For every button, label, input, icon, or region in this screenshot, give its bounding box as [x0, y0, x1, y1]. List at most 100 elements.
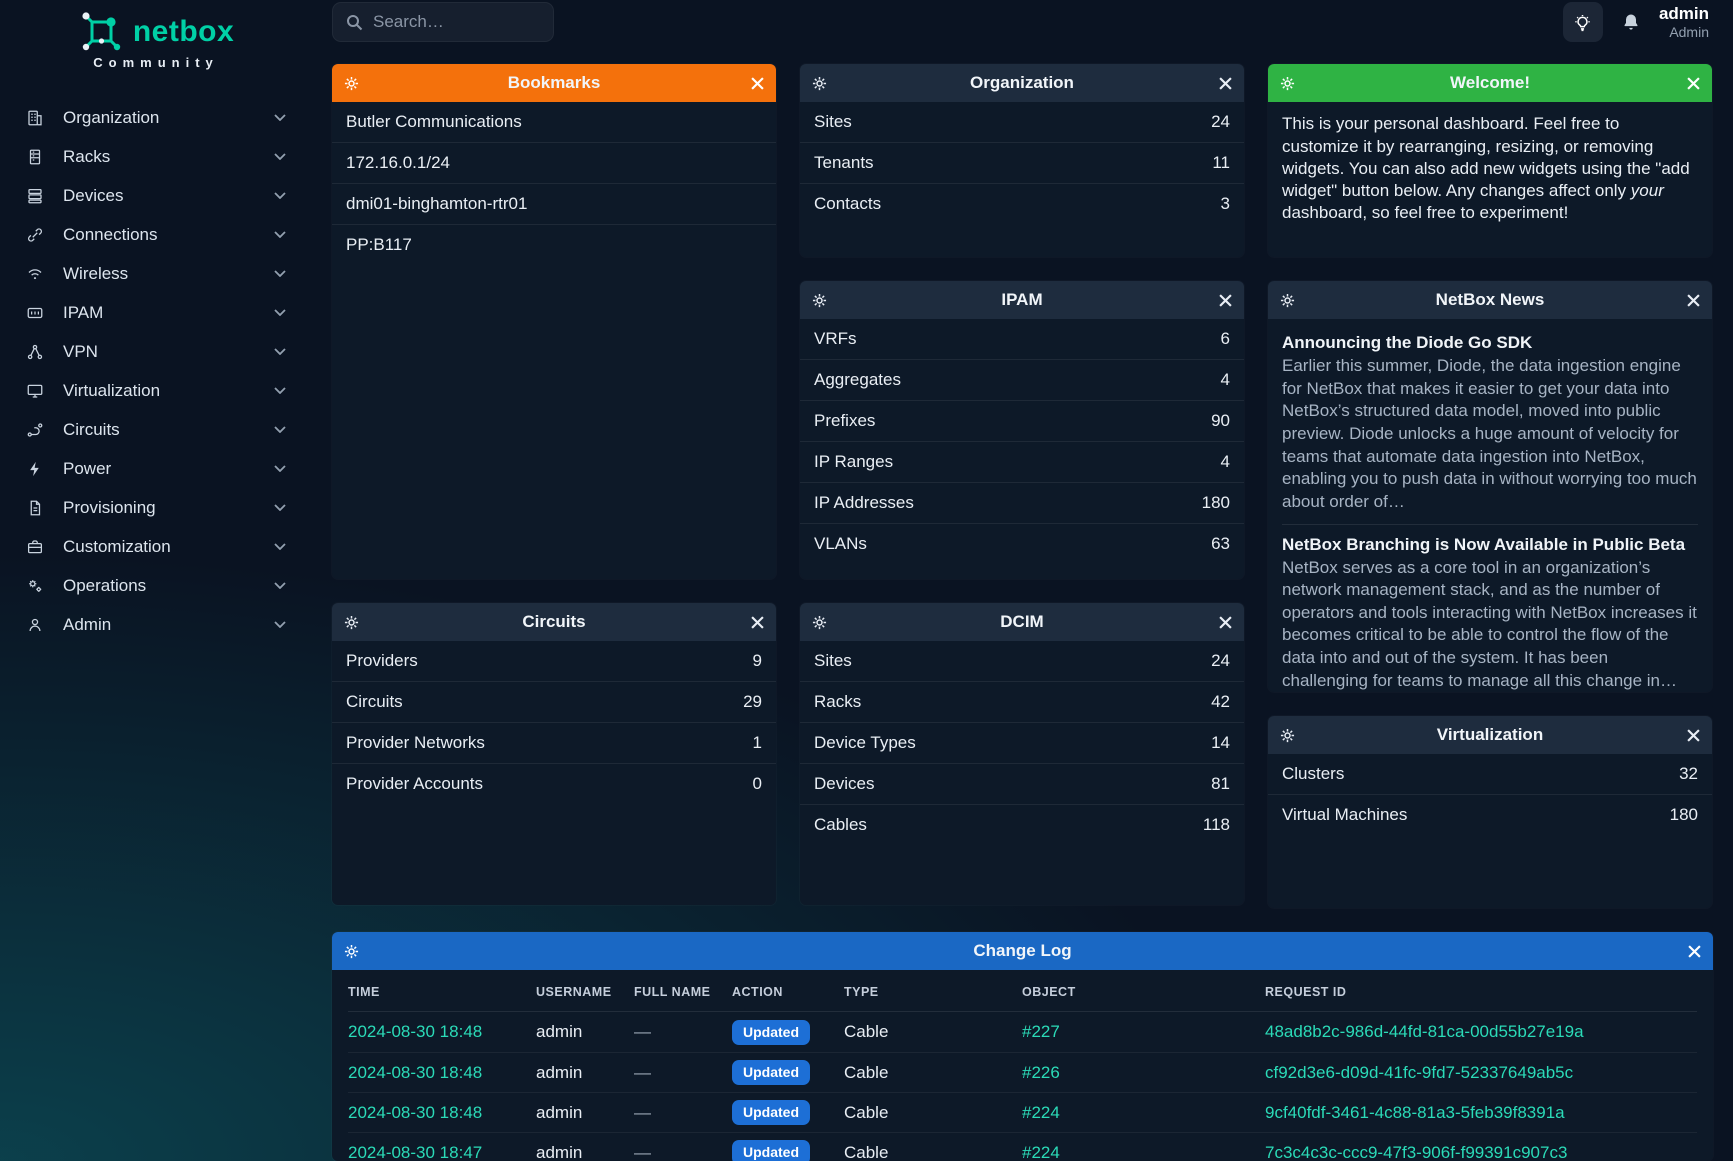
- stat-row[interactable]: Provider Networks 1: [332, 722, 776, 763]
- widget-virtualization-header: Virtualization: [1268, 716, 1712, 755]
- widget-config-gear-icon[interactable]: [812, 76, 827, 91]
- sidebar-item-virtualization[interactable]: Virtualization: [20, 371, 292, 410]
- widget-config-gear-icon[interactable]: [344, 76, 359, 91]
- change-request-id-link[interactable]: cf92d3e6-d09d-41fc-9fd7-52337649ab5c: [1265, 1062, 1574, 1082]
- widget-change-log: Change Log TIME USERNAME FULL NAME ACTIO…: [332, 932, 1713, 1161]
- chevron-down-icon: [274, 504, 286, 511]
- brand-subtitle: Community: [93, 55, 219, 70]
- sidebar-item-connections[interactable]: Connections: [20, 215, 292, 254]
- stat-row[interactable]: Tenants 11: [800, 142, 1244, 183]
- column-header: OBJECT: [1022, 985, 1076, 1000]
- change-fullname: —: [634, 1022, 651, 1042]
- updated-badge: Updated: [732, 1060, 810, 1086]
- bookmark-link[interactable]: Butler Communications: [346, 112, 522, 132]
- chevron-down-icon: [274, 387, 286, 394]
- search-box[interactable]: [332, 2, 554, 43]
- ipam-stats: VRFs 6 Aggregates 4 Prefixes 90 IP Ranges 4 …: [800, 319, 1244, 564]
- sidebar-item-organization[interactable]: Organization: [20, 98, 292, 137]
- widget-close-icon[interactable]: [1687, 729, 1700, 742]
- stat-row[interactable]: IP Ranges 4: [800, 441, 1244, 482]
- theme-toggle-button[interactable]: [1562, 2, 1603, 43]
- bookmark-link[interactable]: 172.16.0.1/24: [332, 142, 776, 183]
- change-time-link[interactable]: 2024-08-30 18:48: [348, 1022, 483, 1042]
- monitor-icon: [26, 382, 46, 400]
- stat-row[interactable]: Racks 42: [800, 681, 1244, 722]
- sidebar-item-ipam[interactable]: IPAM: [20, 293, 292, 332]
- widget-config-gear-icon[interactable]: [344, 944, 359, 959]
- stat-row[interactable]: Contacts 3: [800, 183, 1244, 224]
- stat-row[interactable]: Devices 81: [800, 763, 1244, 804]
- bookmark-link[interactable]: dmi01-binghamton-rtr01: [332, 183, 776, 224]
- sidebar-item-devices[interactable]: Devices: [20, 176, 292, 215]
- topbar-right: admin Admin: [1562, 2, 1709, 43]
- sidebar-item-vpn[interactable]: VPN: [20, 332, 292, 371]
- sidebar-item-provisioning[interactable]: Provisioning: [20, 488, 292, 527]
- sidebar-item-admin[interactable]: Admin: [20, 605, 292, 644]
- widget-close-icon[interactable]: [1219, 294, 1232, 307]
- widget-close-icon[interactable]: [1219, 616, 1232, 629]
- change-fullname: —: [634, 1142, 651, 1161]
- widget-close-icon[interactable]: [1219, 77, 1232, 90]
- stat-row[interactable]: Providers 9: [346, 651, 762, 671]
- user-menu[interactable]: admin Admin: [1659, 4, 1709, 40]
- brand[interactable]: netbox Community: [0, 12, 312, 70]
- change-time-link[interactable]: 2024-08-30 18:47: [348, 1142, 483, 1161]
- sidebar-item-racks[interactable]: Racks: [20, 137, 292, 176]
- stat-row[interactable]: Aggregates 4: [800, 359, 1244, 400]
- widget-close-icon[interactable]: [751, 77, 764, 90]
- notifications-bell-icon[interactable]: [1621, 12, 1641, 32]
- sidebar-item-power[interactable]: Power: [20, 449, 292, 488]
- change-object-link[interactable]: #227: [1022, 1022, 1060, 1042]
- widget-config-gear-icon[interactable]: [1280, 293, 1295, 308]
- widget-config-gear-icon[interactable]: [1280, 728, 1295, 743]
- chevron-down-icon: [274, 114, 286, 121]
- welcome-text: This is your personal dashboard. Feel fr…: [1282, 114, 1690, 223]
- change-time-link[interactable]: 2024-08-30 18:48: [348, 1062, 483, 1082]
- change-object-link[interactable]: #226: [1022, 1062, 1060, 1082]
- widget-close-icon[interactable]: [1688, 945, 1701, 958]
- change-time-link[interactable]: 2024-08-30 18:48: [348, 1102, 483, 1122]
- stat-row[interactable]: Cables 118: [800, 804, 1244, 845]
- stat-row[interactable]: VLANs 63: [800, 523, 1244, 564]
- organization-stats: Sites 24 Tenants 11 Contacts 3: [800, 102, 1244, 224]
- sidebar-item-circuits[interactable]: Circuits: [20, 410, 292, 449]
- widget-close-icon[interactable]: [1687, 77, 1700, 90]
- stat-row[interactable]: IP Addresses 180: [800, 482, 1244, 523]
- stat-row[interactable]: Device Types 14: [800, 722, 1244, 763]
- widget-config-gear-icon[interactable]: [1280, 76, 1295, 91]
- widget-changelog-header: Change Log: [332, 932, 1713, 971]
- widget-config-gear-icon[interactable]: [812, 293, 827, 308]
- change-request-id-link[interactable]: 9cf40fdf-3461-4c88-81a3-5feb39f8391a: [1265, 1102, 1565, 1122]
- news-article-link[interactable]: Announcing the Diode Go SDK: [1282, 333, 1533, 353]
- change-action: Updated: [732, 1100, 844, 1126]
- widget-close-icon[interactable]: [1687, 294, 1700, 307]
- stat-row[interactable]: Sites 24: [814, 651, 1230, 671]
- change-object-link[interactable]: #224: [1022, 1142, 1060, 1161]
- sidebar-item-customization[interactable]: Customization: [20, 527, 292, 566]
- ip-card-icon: [26, 304, 46, 322]
- widget-close-icon[interactable]: [751, 616, 764, 629]
- stat-row[interactable]: Virtual Machines 180: [1268, 794, 1712, 835]
- change-type: Cable: [844, 1062, 889, 1082]
- news-article-link[interactable]: NetBox Branching is Now Available in Pub…: [1282, 534, 1686, 554]
- change-request-id-link[interactable]: 7c3c4c3c-ccc9-47f3-906f-f99391c907c3: [1265, 1142, 1568, 1161]
- change-request-id-link[interactable]: 48ad8b2c-986d-44fd-81ca-00d55b27e19a: [1265, 1022, 1584, 1042]
- lightbulb-icon: [1573, 13, 1592, 32]
- bookmark-link[interactable]: PP:B117: [332, 224, 776, 265]
- stat-row[interactable]: Provider Accounts 0: [332, 763, 776, 804]
- stat-row[interactable]: Clusters 32: [1282, 764, 1698, 784]
- stat-row[interactable]: VRFs 6: [814, 329, 1230, 349]
- stat-row[interactable]: Sites 24: [814, 112, 1230, 132]
- widget-config-gear-icon[interactable]: [812, 615, 827, 630]
- widget-config-gear-icon[interactable]: [344, 615, 359, 630]
- sidebar-item-wireless[interactable]: Wireless: [20, 254, 292, 293]
- search-input[interactable]: [373, 12, 540, 33]
- stat-row[interactable]: Circuits 29: [332, 681, 776, 722]
- circuits-stats: Providers 9 Circuits 29 Provider Networks 1…: [332, 641, 776, 804]
- change-object-link[interactable]: #224: [1022, 1102, 1060, 1122]
- sidebar-item-operations[interactable]: Operations: [20, 566, 292, 605]
- virtualization-stats: Clusters 32 Virtual Machines 180: [1268, 754, 1712, 835]
- topbar: admin Admin: [312, 0, 1733, 44]
- stat-row[interactable]: Prefixes 90: [800, 400, 1244, 441]
- widget-circuits: Circuits Providers 9 Circuits 29 Provider …: [332, 603, 776, 906]
